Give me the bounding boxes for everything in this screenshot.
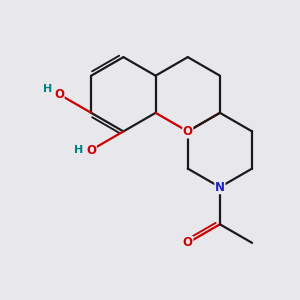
Text: O: O [86, 143, 96, 157]
Text: O: O [183, 236, 193, 249]
Text: H: H [43, 84, 52, 94]
Text: O: O [54, 88, 64, 101]
Text: N: N [215, 181, 225, 194]
Text: H: H [74, 145, 83, 155]
Text: O: O [183, 125, 193, 138]
